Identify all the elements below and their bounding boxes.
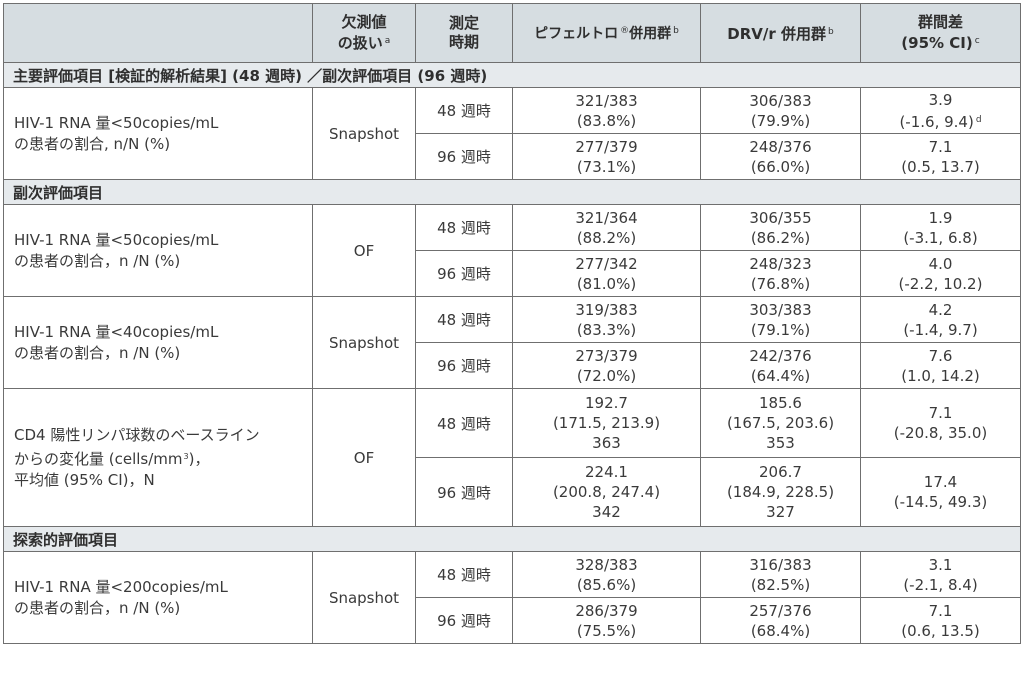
table-row: HIV-1 RNA 量<50copies/mL の患者の割合, n/N (%) … xyxy=(3,87,1021,180)
pifeltro-value: 286/379 (75.5%) xyxy=(512,597,701,644)
timepoint: 96 週時 xyxy=(415,342,513,389)
table-row: 96 週時 273/379 (72.0%) 242/376 (64.4%) 7.… xyxy=(4,342,1021,389)
header-drv-group: DRV/r 併用群 b xyxy=(700,3,861,63)
timepoint: 48 週時 xyxy=(415,87,513,134)
difference-value: 17.4 (-14.5, 49.3) xyxy=(860,457,1021,527)
timepoint: 48 週時 xyxy=(415,296,513,343)
missing-method: OF xyxy=(312,204,416,297)
table-row: HIV-1 RNA 量<40copies/mL の患者の割合，n /N (%) … xyxy=(3,296,1021,389)
drv-value: 248/323 (76.8%) xyxy=(700,250,861,297)
table-row: 96 週時 286/379 (75.5%) 257/376 (68.4%) 7.… xyxy=(4,597,1021,644)
pifeltro-value: 321/383 (83.8%) xyxy=(512,87,701,134)
difference-value: 7.6 (1.0, 14.2) xyxy=(860,342,1021,389)
drv-value: 316/383 (82.5%) xyxy=(700,551,861,598)
table-row: 96 週時 277/342 (81.0%) 248/323 (76.8%) 4.… xyxy=(4,250,1021,297)
timepoint: 48 週時 xyxy=(415,388,513,458)
item-label: CD4 陽性リンパ球数のベースライン からの変化量 (cells/mm3)， 平… xyxy=(3,388,313,527)
drv-value: 248/376 (66.0%) xyxy=(700,133,861,180)
difference-value: 1.9 (-3.1, 6.8) xyxy=(860,204,1021,251)
drv-value: 306/355 (86.2%) xyxy=(700,204,861,251)
header-difference: 群間差 (95% CI) c xyxy=(860,3,1021,63)
timepoint: 96 週時 xyxy=(415,133,513,180)
header-timing: 測定 時期 xyxy=(415,3,513,63)
pifeltro-value: 192.7 (171.5, 213.9) 363 xyxy=(512,388,701,458)
table-row: CD4 陽性リンパ球数のベースライン からの変化量 (cells/mm3)， 平… xyxy=(3,388,1021,527)
timepoint: 48 週時 xyxy=(415,204,513,251)
header-missing: 欠測値 の扱い a xyxy=(312,3,416,63)
item-label: HIV-1 RNA 量<40copies/mL の患者の割合，n /N (%) xyxy=(3,296,313,389)
difference-value: 3.9 (-1.6, 9.4) d xyxy=(860,87,1021,134)
pifeltro-value: 277/342 (81.0%) xyxy=(512,250,701,297)
table-row: HIV-1 RNA 量<200copies/mL の患者の割合，n /N (%)… xyxy=(3,551,1021,644)
drv-value: 242/376 (64.4%) xyxy=(700,342,861,389)
results-table: 欠測値 の扱い a 測定 時期 ピフェルトロ ®併用群 b DRV/r 併用群 b 群間… xyxy=(3,3,1021,644)
section-header-secondary: 副次評価項目 xyxy=(3,179,1021,205)
missing-method: OF xyxy=(312,388,416,527)
pifeltro-value: 319/383 (83.3%) xyxy=(512,296,701,343)
difference-value: 3.1 (-2.1, 8.4) xyxy=(860,551,1021,598)
missing-method: Snapshot xyxy=(312,296,416,389)
item-label: HIV-1 RNA 量<50copies/mL の患者の割合, n/N (%) xyxy=(3,87,313,180)
difference-value: 7.1 (0.5, 13.7) xyxy=(860,133,1021,180)
timepoint: 48 週時 xyxy=(415,551,513,598)
timepoint: 96 週時 xyxy=(415,250,513,297)
timepoint: 96 週時 xyxy=(415,457,513,527)
missing-method: Snapshot xyxy=(312,87,416,180)
pifeltro-value: 328/383 (85.6%) xyxy=(512,551,701,598)
header-pifeltro-group: ピフェルトロ ®併用群 b xyxy=(512,3,701,63)
missing-method: Snapshot xyxy=(312,551,416,644)
timepoint: 96 週時 xyxy=(415,597,513,644)
pifeltro-value: 273/379 (72.0%) xyxy=(512,342,701,389)
difference-value: 4.0 (-2.2, 10.2) xyxy=(860,250,1021,297)
header-row: 欠測値 の扱い a 測定 時期 ピフェルトロ ®併用群 b DRV/r 併用群 b 群間… xyxy=(3,3,1021,63)
section-header-exploratory: 探索的評価項目 xyxy=(3,526,1021,552)
difference-value: 4.2 (-1.4, 9.7) xyxy=(860,296,1021,343)
section-header-primary: 主要評価項目 [検証的解析結果] (48 週時) ／副次評価項目 (96 週時) xyxy=(3,62,1021,88)
drv-value: 206.7 (184.9, 228.5) 327 xyxy=(700,457,861,527)
pifeltro-value: 277/379 (73.1%) xyxy=(512,133,701,180)
pifeltro-value: 321/364 (88.2%) xyxy=(512,204,701,251)
drv-value: 257/376 (68.4%) xyxy=(700,597,861,644)
table-row: 96 週時 277/379 (73.1%) 248/376 (66.0%) 7.… xyxy=(4,133,1021,180)
drv-value: 185.6 (167.5, 203.6) 353 xyxy=(700,388,861,458)
drv-value: 303/383 (79.1%) xyxy=(700,296,861,343)
item-label: HIV-1 RNA 量<200copies/mL の患者の割合，n /N (%) xyxy=(3,551,313,644)
header-item-cell xyxy=(3,3,313,63)
pifeltro-value: 224.1 (200.8, 247.4) 342 xyxy=(512,457,701,527)
drv-value: 306/383 (79.9%) xyxy=(700,87,861,134)
item-label: HIV-1 RNA 量<50copies/mL の患者の割合，n /N (%) xyxy=(3,204,313,297)
difference-value: 7.1 (-20.8, 35.0) xyxy=(860,388,1021,458)
table-row: HIV-1 RNA 量<50copies/mL の患者の割合，n /N (%) … xyxy=(3,204,1021,297)
difference-value: 7.1 (0.6, 13.5) xyxy=(860,597,1021,644)
